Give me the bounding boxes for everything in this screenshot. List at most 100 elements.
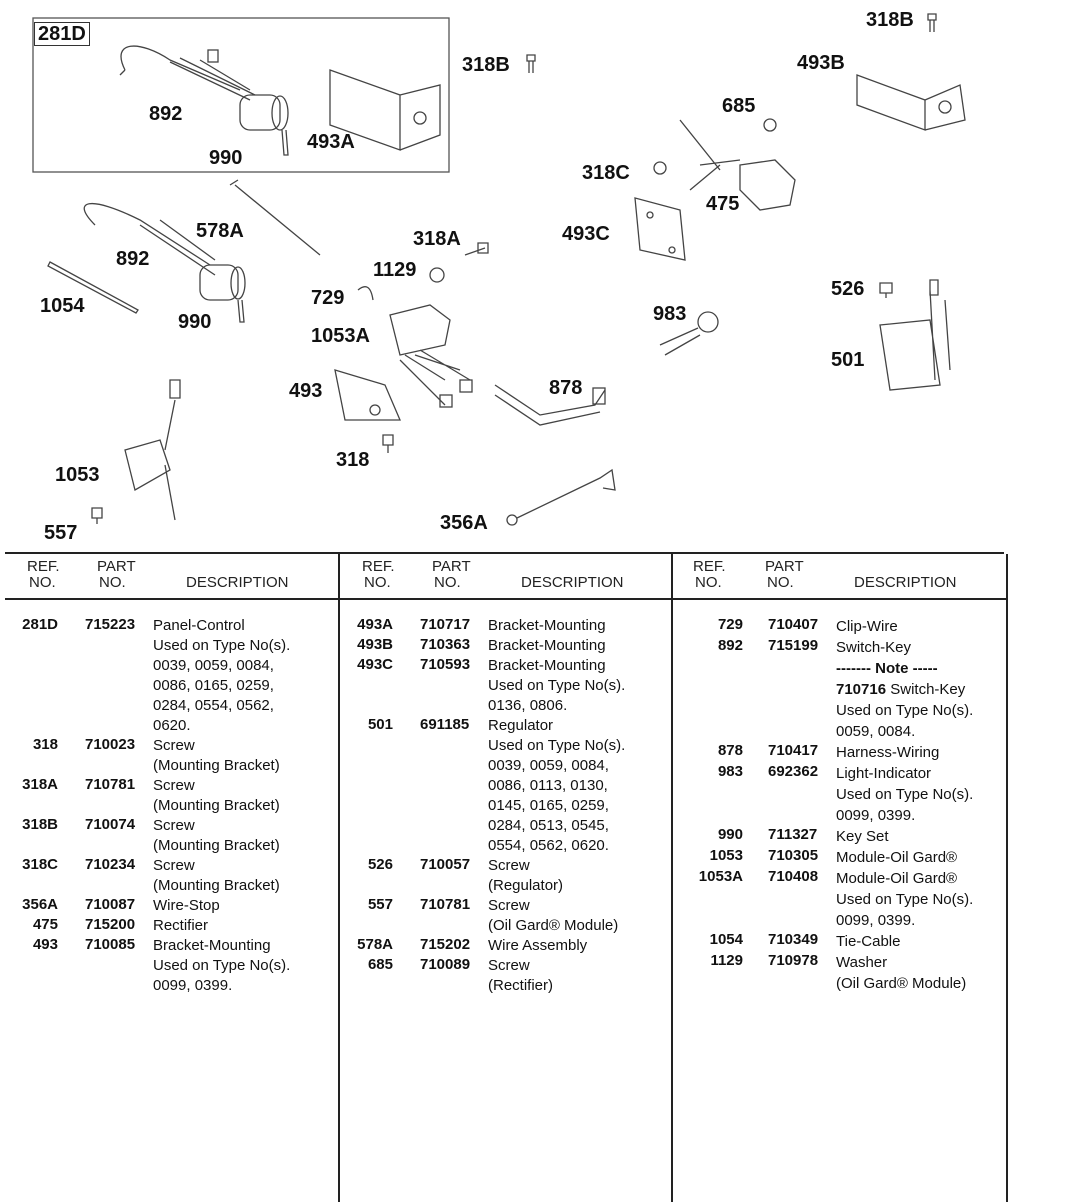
ref-number[interactable]: 318A: [22, 776, 58, 793]
callout-318b[interactable]: 318B: [462, 54, 510, 76]
table-row: 501 691185 Regulator Used on Type No(s). 003…: [340, 716, 673, 856]
description: Clip-Wire: [836, 616, 1006, 637]
table-row: 878 710417 Harness-Wiring: [673, 742, 1006, 763]
callout-526[interactable]: 526: [831, 278, 865, 300]
ref-number[interactable]: 578A: [357, 936, 393, 953]
callout-578a[interactable]: 578A: [196, 220, 244, 242]
callout-990[interactable]: 990: [178, 311, 212, 333]
ref-number[interactable]: 318B: [22, 816, 58, 833]
part-number: 692362: [768, 763, 819, 780]
description-line: 0284, 0513, 0545,: [488, 817, 609, 834]
ref-number[interactable]: 493A: [357, 616, 393, 633]
ref-number[interactable]: 526: [367, 856, 393, 873]
callout-892[interactable]: 892: [149, 103, 183, 125]
callout-318c[interactable]: 318C: [582, 162, 630, 184]
description-line: (Oil Gard® Module): [836, 975, 967, 992]
ref-number[interactable]: 1053: [709, 847, 743, 864]
description-line: (Mounting Bracket): [153, 837, 280, 854]
ref-number[interactable]: 1053A: [698, 868, 743, 885]
callout-356a[interactable]: 356A: [440, 512, 488, 534]
ref-number[interactable]: 493B: [357, 636, 393, 653]
ref-number[interactable]: 356A: [22, 896, 58, 913]
description-line: Module-Oil Gard®: [836, 849, 958, 866]
description-line: 0039, 0059, 0084,: [488, 757, 609, 774]
ref-number[interactable]: 729: [717, 616, 743, 633]
description-line: (Regulator): [488, 877, 564, 894]
table-header: REF. NO. PART NO. DESCRIPTION: [673, 554, 1006, 600]
ref-number[interactable]: 501: [367, 716, 393, 733]
table-rows: 281D 715223 Panel-Control Used on Type No(s…: [5, 600, 338, 996]
description-line: Screw: [153, 817, 195, 834]
ref-number[interactable]: 493C: [357, 656, 393, 673]
regulator-501: [879, 279, 951, 391]
description-line: Screw: [153, 777, 195, 794]
callout-493a[interactable]: 493A: [307, 131, 355, 153]
callout-1053[interactable]: 1053: [55, 464, 100, 486]
callout-493c[interactable]: 493C: [562, 223, 610, 245]
callout-729[interactable]: 729: [311, 287, 345, 309]
part-no-header: PART: [432, 558, 471, 575]
ref-number[interactable]: 983: [717, 763, 743, 780]
ref-number[interactable]: 685: [367, 956, 393, 973]
ref-number[interactable]: 990: [717, 826, 743, 843]
description: Module-Oil Gard® Used on Type No(s). 0099,…: [836, 868, 1006, 931]
callout-501[interactable]: 501: [831, 349, 865, 371]
callout-878[interactable]: 878: [549, 377, 583, 399]
exploded-parts-diagram: 281D 892 990 493A 318B 318B 493B 685 318…: [0, 0, 1073, 550]
description-line: Used on Type No(s).: [153, 957, 291, 974]
module-1053: [124, 379, 181, 521]
ref-number[interactable]: 557: [367, 896, 393, 913]
part-number: 710593: [420, 656, 471, 673]
part-number: 711327: [768, 826, 818, 843]
callout-1054[interactable]: 1054: [40, 295, 85, 317]
callout-892[interactable]: 892: [116, 248, 150, 270]
callout-990[interactable]: 990: [209, 147, 243, 169]
ref-number[interactable]: 318: [32, 736, 58, 753]
description-line: Screw: [488, 897, 530, 914]
parts-list-table: REF. NO. PART NO. DESCRIPTION 281D 715223 Panel…: [5, 552, 1008, 1202]
description-line: Screw: [153, 737, 195, 754]
description-line: 0099, 0399.: [836, 912, 916, 929]
harness-878: [494, 384, 606, 426]
ref-number[interactable]: 318C: [22, 856, 58, 873]
callout-557[interactable]: 557: [44, 522, 78, 544]
part-number: 715202: [420, 936, 471, 953]
table-row: 685 710089 Screw (Rectifier): [340, 956, 673, 996]
ref-number[interactable]: 892: [717, 637, 743, 654]
bracket-493a: [329, 69, 441, 151]
description: Screw (Rectifier): [488, 956, 673, 996]
ref-number[interactable]: 1129: [710, 952, 743, 969]
table-row: 318 710023 Screw (Mounting Bracket): [5, 736, 338, 776]
ref-number[interactable]: 281D: [22, 616, 58, 633]
note-part-number: 710716: [836, 681, 887, 698]
ref-number[interactable]: 493: [32, 936, 58, 953]
callout-281d[interactable]: 281D: [34, 22, 90, 46]
callout-318b[interactable]: 318B: [866, 9, 914, 31]
callout-1129[interactable]: 1129: [373, 259, 417, 281]
note-description: Switch-Key: [890, 681, 966, 698]
description-line: (Rectifier): [488, 977, 554, 994]
description-line: 0059, 0084.: [836, 723, 916, 740]
callout-318a[interactable]: 318A: [413, 228, 461, 250]
description-line: Bracket-Mounting: [153, 937, 271, 954]
table-row: 493B 710363 Bracket-Mounting: [340, 636, 673, 656]
description: Screw (Mounting Bracket): [153, 816, 338, 856]
description-header: DESCRIPTION: [854, 574, 957, 591]
callout-983[interactable]: 983: [653, 303, 687, 325]
callout-1053a[interactable]: 1053A: [311, 325, 370, 347]
callout-475[interactable]: 475: [706, 193, 740, 215]
callout-685[interactable]: 685: [722, 95, 756, 117]
description-line: (Mounting Bracket): [153, 797, 280, 814]
callout-493b[interactable]: 493B: [797, 52, 845, 74]
ref-number[interactable]: 475: [32, 916, 58, 933]
callout-493[interactable]: 493: [289, 380, 323, 402]
callout-318[interactable]: 318: [336, 449, 370, 471]
description-line: Tie-Cable: [836, 933, 901, 950]
description-line: Module-Oil Gard®: [836, 870, 958, 887]
part-no-header: PART: [97, 558, 136, 575]
screw-318a: [464, 242, 489, 256]
part-number: 710408: [768, 868, 819, 885]
table-rows: 493A 710717 Bracket-Mounting 493B 710363 Brac…: [340, 600, 673, 996]
ref-number[interactable]: 878: [717, 742, 743, 759]
ref-number[interactable]: 1054: [709, 931, 743, 948]
